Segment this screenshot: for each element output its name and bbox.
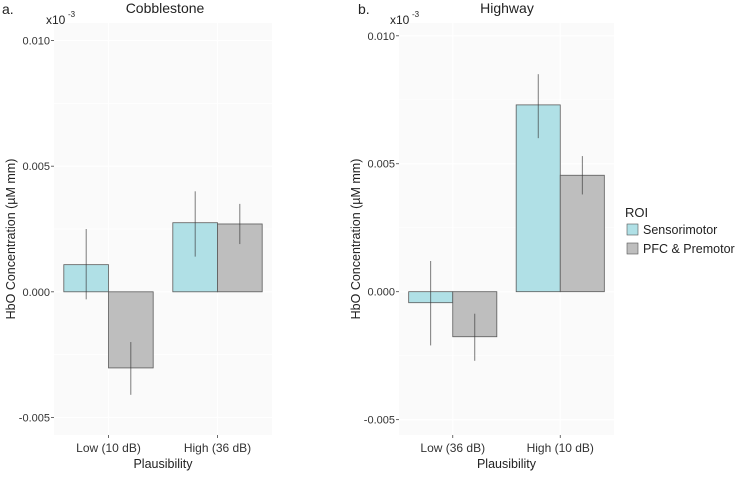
y-tick-label: 0.005 — [22, 161, 50, 173]
panel-title: Cobblestone — [126, 0, 205, 16]
x-tick-label: High (36 dB) — [184, 441, 251, 455]
legend: ROI Sensorimotor PFC & Premotor — [625, 205, 735, 256]
x-axis-title: Plausibility — [477, 457, 537, 471]
y-tick-label: 0.010 — [367, 31, 395, 43]
y-tick-label: 0.000 — [22, 287, 50, 299]
legend-swatch-pfc-premotor — [626, 242, 639, 255]
legend-swatch-sensorimotor — [626, 223, 639, 236]
x-axis-title: Plausibility — [133, 457, 193, 471]
y-tick-label: -0.005 — [19, 412, 50, 424]
y-tick-label: 0.005 — [367, 159, 395, 171]
x-tick-label: High (10 dB) — [527, 441, 594, 455]
y-axis-title: HbO Concentration (µM mm) — [4, 159, 18, 320]
panel-highway: -0.005 0.000 0.005 0.010 Low (36 dB) High (10… — [349, 0, 614, 471]
legend-label-sensorimotor: Sensorimotor — [643, 223, 717, 237]
y-tick-label: 0.010 — [22, 36, 50, 48]
panel-cobblestone: -0.005 0.000 0.005 0.010 Low (10 dB) High (36… — [2, 0, 272, 471]
x-tick-label: Low (36 dB) — [420, 441, 485, 455]
legend-label-pfc-premotor: PFC & Premotor — [643, 242, 735, 256]
y-multiplier: x10 — [46, 13, 66, 27]
panel-label: b. — [358, 1, 370, 17]
x-tick-label: Low (10 dB) — [76, 441, 141, 455]
legend-title: ROI — [625, 205, 648, 220]
y-axis-title: HbO Concentration (µM mm) — [349, 159, 363, 320]
y-multiplier-exponent: -3 — [412, 10, 420, 19]
panel-title: Highway — [480, 0, 534, 16]
panel-label: a. — [2, 1, 14, 17]
y-multiplier: x10 — [390, 13, 410, 27]
y-tick-label: -0.005 — [364, 415, 395, 427]
y-multiplier-exponent: -3 — [68, 10, 76, 19]
y-tick-label: 0.000 — [367, 287, 395, 299]
